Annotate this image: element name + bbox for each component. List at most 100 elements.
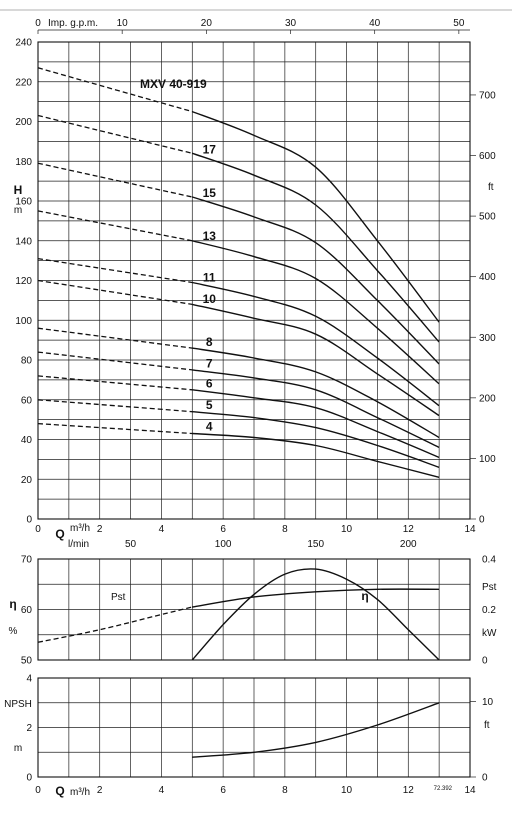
right-tick-label: 0 [479, 515, 485, 526]
top-axis-label: Imp. g.p.m. [48, 18, 98, 29]
y-axis-label: NPSH [4, 699, 32, 710]
y-tick-label: 0 [26, 773, 32, 784]
y-tick-label: 70 [21, 555, 33, 566]
curve-8 [192, 347, 440, 439]
x-tick-label: 12 [403, 524, 415, 535]
y-tick-label: 20 [21, 475, 33, 486]
top-tick-label: 200 [400, 539, 417, 550]
curve-dashed-17 [37, 114, 193, 154]
x-tick-label: 6 [220, 785, 226, 796]
curve-dashed-8 [37, 327, 193, 349]
x-axis-unit: m³/h [70, 787, 90, 798]
right-tick-label: 0 [482, 656, 488, 667]
curve-label: 4 [206, 419, 213, 433]
curve-label: 7 [206, 357, 213, 371]
right-tick-label: 100 [479, 454, 496, 465]
y-axis-unit: m [14, 743, 22, 754]
top-axis-label: l/min [68, 539, 89, 550]
curve-dashed-5 [37, 399, 193, 413]
curve-10 [192, 303, 440, 417]
curves-layer [37, 67, 440, 758]
top-tick-label: 40 [369, 18, 381, 29]
curve-6 [192, 389, 440, 459]
curve-label: 15 [203, 186, 217, 200]
y-tick-label: 220 [15, 77, 32, 88]
right-tick-label: 400 [479, 272, 496, 283]
y-tick-label: 60 [21, 395, 33, 406]
y-tick-label: 2 [26, 723, 32, 734]
x-tick-label: 4 [159, 524, 165, 535]
curve-label: η [361, 589, 368, 603]
x-tick-label: 8 [282, 785, 288, 796]
y-tick-label: 40 [21, 435, 33, 446]
right-tick-label: 600 [479, 151, 496, 162]
right-axis-label: Pst [482, 582, 497, 593]
y-tick-label: 80 [21, 356, 33, 367]
curve-label: Pst [111, 592, 126, 603]
y-tick-label: 160 [15, 197, 32, 208]
right-tick-label: 500 [479, 212, 496, 223]
right-axis-unit: ft [488, 182, 494, 193]
curve-4 [192, 432, 440, 478]
x-axis-label: Q [55, 527, 64, 541]
top-tick-label: 10 [117, 18, 129, 29]
curve-13 [192, 240, 440, 385]
curve-dashed-15 [37, 162, 193, 198]
curve-17 [192, 152, 440, 343]
y-tick-label: 60 [21, 605, 33, 616]
y-tick-label: 140 [15, 236, 32, 247]
right-tick-label: 0.4 [482, 555, 496, 566]
right-tick-label: 300 [479, 333, 496, 344]
curve-dashed-11 [37, 257, 193, 284]
x-tick-label: 10 [341, 524, 353, 535]
curve-7 [192, 369, 440, 449]
y-tick-label: 120 [15, 276, 32, 287]
y-axis-label: H [14, 183, 23, 197]
curve-label: 8 [206, 335, 213, 349]
y-tick-label: 50 [21, 656, 33, 667]
top-tick-label: 150 [307, 539, 324, 550]
y-tick-label: 0 [26, 515, 32, 526]
top-tick-label: 100 [215, 539, 232, 550]
right-tick-label: 10 [482, 697, 494, 708]
curve-efficiency [191, 568, 440, 661]
chart-title: MXV 40-919 [140, 77, 207, 91]
x-tick-label: 6 [220, 524, 226, 535]
curve-power-dashed [37, 606, 193, 643]
curve-power [192, 588, 440, 608]
x-tick-label: 14 [464, 785, 476, 796]
y-axis-unit: % [9, 626, 18, 637]
x-tick-label: 0 [35, 524, 41, 535]
curve-label: 17 [203, 143, 217, 157]
y-tick-label: 240 [15, 38, 32, 49]
top-tick-label: 50 [453, 18, 465, 29]
curve-dashed-6 [37, 375, 193, 391]
curve-11 [192, 281, 440, 407]
x-tick-label: 0 [35, 785, 41, 796]
curve-5 [192, 411, 440, 468]
plot-frame [37, 677, 471, 778]
y-tick-label: 100 [15, 316, 32, 327]
curve-dashed-19 [37, 67, 193, 113]
right-tick-label: 0 [482, 773, 488, 784]
x-tick-label: 14 [464, 524, 476, 535]
y-tick-label: 180 [15, 157, 32, 168]
figure-code: 72.392 [434, 786, 453, 792]
y-axis-label: η [9, 597, 16, 611]
curve-15 [192, 196, 440, 365]
right-tick-label: 700 [479, 90, 496, 101]
x-tick-label: 4 [159, 785, 165, 796]
curve-dashed-13 [37, 210, 193, 242]
right-axis-unit: kW [482, 628, 497, 639]
curve-dashed-10 [37, 279, 193, 306]
curve-label: 5 [206, 398, 213, 412]
x-tick-label: 2 [97, 524, 103, 535]
curve-dashed-4 [37, 422, 193, 435]
curve-19 [192, 110, 440, 323]
top-tick-label: 0 [35, 18, 41, 29]
right-tick-label: 200 [479, 393, 496, 404]
plot-frame [37, 558, 471, 661]
x-tick-label: 12 [403, 785, 415, 796]
